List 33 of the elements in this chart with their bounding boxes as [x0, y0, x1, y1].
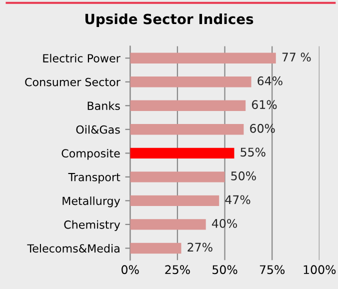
x-tick-label: 100%	[304, 265, 336, 274]
data-label: 27%	[188, 242, 212, 252]
y-tick-label: Consumer Sector	[25, 78, 120, 86]
bar	[130, 52, 276, 64]
y-tick-label: Oil&Gas	[76, 125, 120, 134]
bar	[130, 195, 220, 206]
data-label: 60%	[250, 124, 275, 133]
y-tick-label: Composite	[62, 148, 120, 160]
data-label: 47%	[225, 195, 250, 204]
data-label: 77 %	[282, 52, 311, 62]
y-tick-label: Telecoms&Media	[27, 244, 120, 253]
bar	[130, 100, 246, 111]
y-tick-label: Metallurgy	[62, 196, 120, 208]
x-tick-label: 75%	[260, 265, 285, 274]
x-tick-label: 25%	[165, 265, 190, 274]
bar	[130, 124, 244, 135]
x-tick-label: 0%	[122, 265, 139, 274]
data-label: 55%	[240, 148, 266, 157]
chart-title: Upside Sector Indices	[85, 14, 254, 27]
x-tick-label: 50%	[212, 265, 238, 274]
data-label: 61%	[252, 100, 277, 110]
data-label: 40%	[212, 218, 237, 228]
bar	[130, 148, 234, 159]
bar	[130, 172, 225, 182]
bar	[130, 242, 182, 254]
y-tick-label: Electric Power	[43, 54, 120, 62]
bar	[130, 219, 206, 230]
y-tick-label: Transport	[68, 173, 120, 184]
data-label: 64%	[258, 76, 282, 86]
y-tick-label: Banks	[88, 101, 120, 110]
data-label: 50%	[231, 171, 256, 180]
bar	[130, 76, 252, 88]
y-tick-label: Chemistry	[64, 220, 120, 231]
